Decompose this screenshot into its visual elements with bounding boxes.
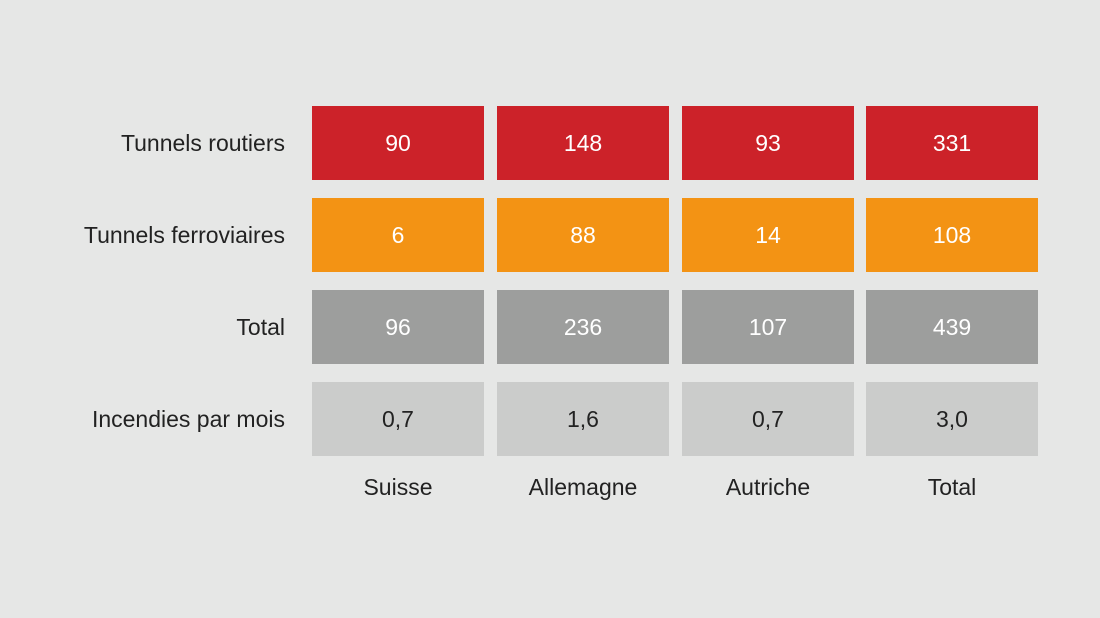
table-cell: 0,7 bbox=[312, 382, 484, 456]
table-cell: 93 bbox=[682, 106, 854, 180]
row-label: Tunnels ferroviaires bbox=[83, 222, 285, 248]
table-cell: 331 bbox=[866, 106, 1038, 180]
table-cell: 236 bbox=[497, 290, 669, 364]
column-label: Suisse bbox=[363, 474, 433, 500]
table-cell: 107 bbox=[682, 290, 854, 364]
table-cell: 0,7 bbox=[682, 382, 854, 456]
table-cell: 96 bbox=[312, 290, 484, 364]
row-label: Incendies par mois bbox=[91, 406, 285, 432]
table-cell: 14 bbox=[682, 198, 854, 272]
column-label: Allemagne bbox=[528, 474, 638, 500]
column-label: Total bbox=[927, 474, 977, 500]
table-cell: 90 bbox=[312, 106, 484, 180]
row-label: Tunnels routiers bbox=[120, 130, 285, 156]
table-cell: 6 bbox=[312, 198, 484, 272]
table-cell: 88 bbox=[497, 198, 669, 272]
table-cell: 3,0 bbox=[866, 382, 1038, 456]
table-cell: 108 bbox=[866, 198, 1038, 272]
table-cell: 1,6 bbox=[497, 382, 669, 456]
column-label: Autriche bbox=[725, 474, 811, 500]
row-label: Total bbox=[236, 314, 285, 340]
table-cell: 148 bbox=[497, 106, 669, 180]
table-cell: 439 bbox=[866, 290, 1038, 364]
